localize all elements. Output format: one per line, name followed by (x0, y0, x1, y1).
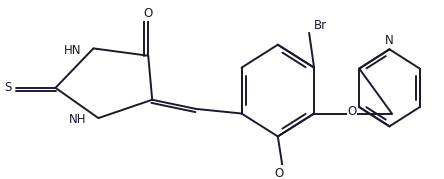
Text: O: O (143, 7, 153, 20)
Text: HN: HN (64, 44, 81, 57)
Text: O: O (274, 167, 283, 179)
Text: N: N (385, 34, 394, 47)
Text: Br: Br (314, 19, 327, 32)
Text: S: S (4, 81, 12, 94)
Text: NH: NH (69, 113, 87, 126)
Text: O: O (347, 105, 357, 118)
